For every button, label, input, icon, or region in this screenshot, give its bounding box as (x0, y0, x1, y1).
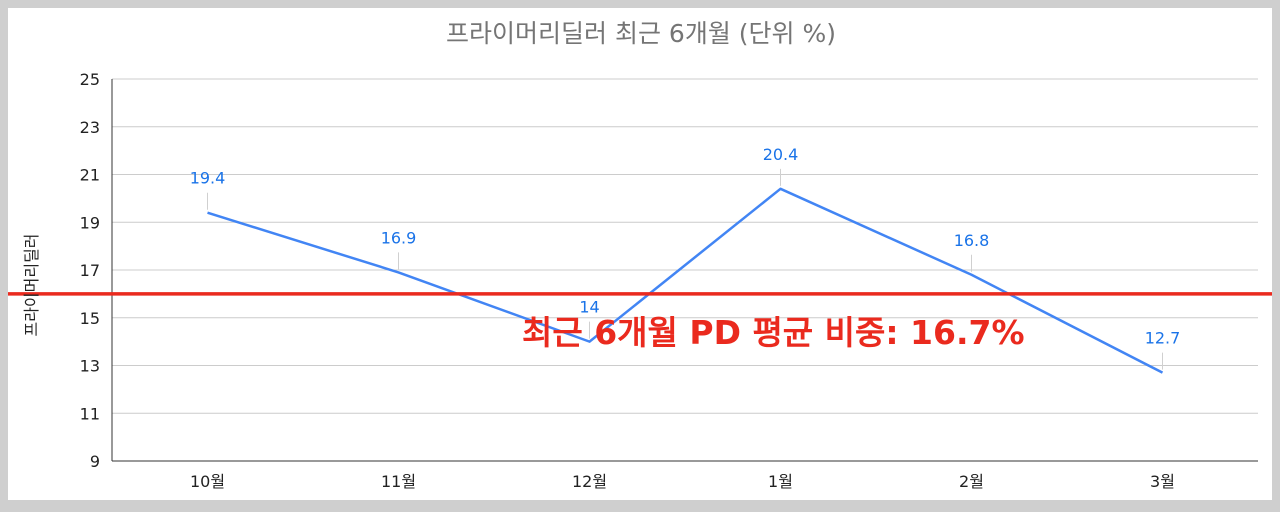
y-tick-label: 15 (80, 309, 100, 328)
data-label: 19.4 (190, 169, 226, 188)
x-tick-label: 12월 (572, 472, 607, 491)
data-label: 12.7 (1145, 329, 1181, 348)
data-label: 16.8 (954, 231, 990, 250)
series-lines (207, 187, 1164, 374)
data-label: 14 (579, 298, 599, 317)
data-label-leaders (207, 168, 1163, 370)
y-tick-label: 23 (80, 118, 100, 137)
line-chart: 9 11 13 15 17 19 21 23 25 10월 11월 12월 1월 2월 3월 19.4 16… (8, 19, 1272, 491)
x-tick-label: 3월 (1150, 472, 1175, 491)
chart-frame: 9 11 13 15 17 19 21 23 25 10월 11월 12월 1월 2월 3월 19.4 16… (8, 8, 1272, 500)
y-tick-label: 19 (80, 213, 100, 232)
y-tick-label: 11 (80, 404, 100, 423)
y-tick-label: 13 (80, 357, 100, 376)
data-label: 20.4 (763, 145, 799, 164)
average-annotation: 최근 6개월 PD 평균 비중: 16.7% (522, 313, 1025, 352)
x-tick-label: 11월 (381, 472, 416, 491)
x-tick-label: 10월 (190, 472, 225, 491)
y-tick-label: 17 (80, 261, 100, 280)
x-tick-label: 1월 (768, 472, 793, 491)
data-label: 16.9 (381, 228, 417, 247)
y-tick-label: 9 (90, 452, 100, 471)
y-tick-label: 25 (80, 70, 100, 89)
y-tick-label: 21 (80, 166, 100, 185)
x-tick-label: 2월 (959, 472, 984, 491)
y-tick-labels: 9 11 13 15 17 19 21 23 25 (80, 70, 100, 471)
axes (111, 79, 1258, 462)
data-labels: 19.4 16.9 14 20.4 16.8 12.7 (190, 145, 1181, 348)
chart-title: 프라이머리딜러 최근 6개월 (단위 %) (446, 19, 836, 48)
x-tick-labels: 10월 11월 12월 1월 2월 3월 (190, 472, 1175, 491)
series-line (207, 187, 1164, 374)
gridlines (112, 78, 1258, 414)
y-axis-label: 프라이머리딜러 (22, 233, 41, 336)
